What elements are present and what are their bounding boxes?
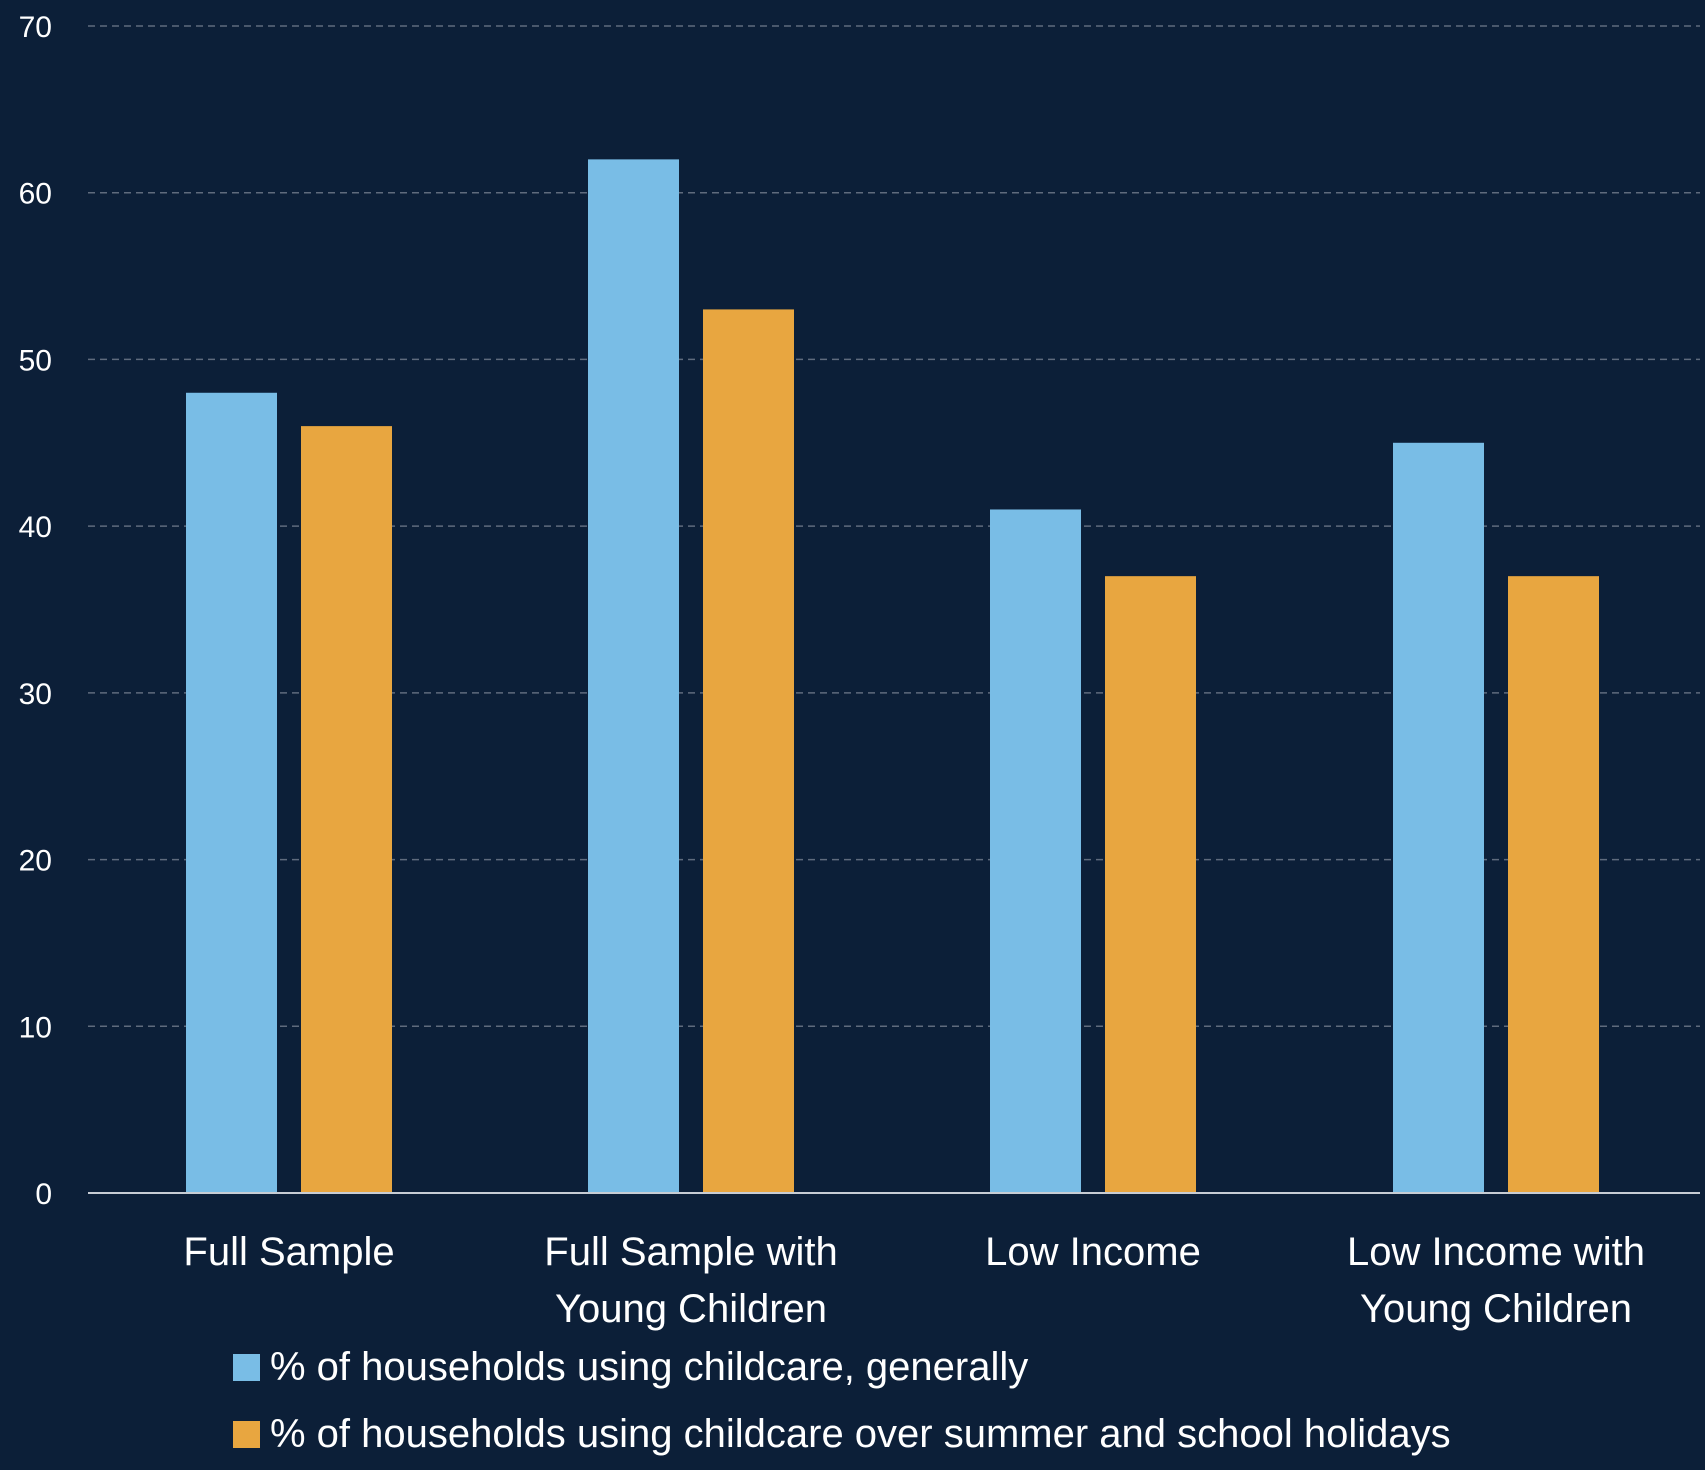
bar-series-1-category-2 <box>588 159 679 1193</box>
bar-series-2-category-3 <box>1105 576 1196 1193</box>
y-tick-label: 10 <box>19 1011 52 1044</box>
y-tick-label: 30 <box>19 678 52 711</box>
bar-series-2-category-2 <box>703 309 794 1193</box>
category-label: Low Income <box>985 1230 1201 1274</box>
legend-swatch <box>233 1421 260 1448</box>
category-label-line: Low Income with <box>1347 1230 1645 1274</box>
legend-label: % of households using childcare over sum… <box>270 1412 1451 1456</box>
category-label-line: Full Sample with <box>544 1230 837 1274</box>
legend: % of households using childcare, general… <box>233 1345 1451 1456</box>
category-label-line: Low Income <box>985 1230 1201 1274</box>
y-axis-tick-labels: 0 10 20 30 40 50 60 70 <box>19 11 52 1211</box>
y-tick-label: 70 <box>19 11 52 44</box>
category-labels: Full Sample Full Sample with Young Childre… <box>183 1230 1645 1331</box>
y-tick-label: 60 <box>19 178 52 211</box>
category-label: Low Income with Young Children <box>1347 1230 1645 1331</box>
category-label-line: Young Children <box>555 1287 827 1331</box>
bar-series-2-category-4 <box>1508 576 1599 1193</box>
category-label-line: Full Sample <box>183 1230 394 1274</box>
y-tick-label: 40 <box>19 511 52 544</box>
bar-series-1-category-3 <box>990 509 1081 1193</box>
legend-swatch <box>233 1354 260 1381</box>
category-label: Full Sample <box>183 1230 394 1274</box>
y-tick-label: 20 <box>19 845 52 878</box>
bar-series-1-category-1 <box>186 392 277 1193</box>
bar-series-1-category-4 <box>1393 442 1484 1193</box>
y-tick-label: 50 <box>19 344 52 377</box>
category-label: Full Sample with Young Children <box>544 1230 837 1331</box>
legend-label: % of households using childcare, general… <box>270 1345 1028 1389</box>
y-tick-label: 0 <box>35 1178 52 1211</box>
category-label-line: Young Children <box>1360 1287 1632 1331</box>
bars <box>186 159 1599 1194</box>
bar-series-2-category-1 <box>301 426 392 1194</box>
